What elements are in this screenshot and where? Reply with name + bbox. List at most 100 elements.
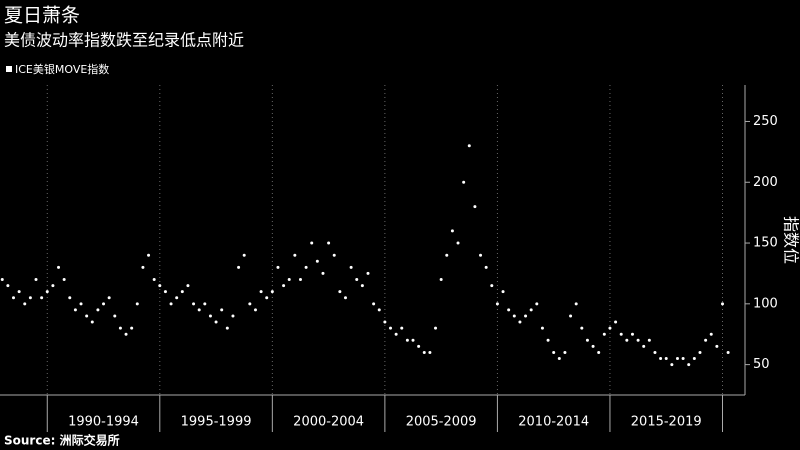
data-point [85, 314, 89, 318]
data-point [546, 338, 550, 342]
data-point [642, 344, 646, 348]
data-point [602, 332, 606, 336]
data-point [377, 308, 381, 312]
x-band-label: 1995-1999 [181, 415, 252, 430]
data-point [96, 308, 100, 312]
data-point [107, 296, 111, 300]
data-point [473, 205, 477, 209]
data-point [124, 332, 128, 336]
data-point [355, 278, 359, 282]
data-point [704, 338, 708, 342]
data-point [231, 314, 235, 318]
data-point [462, 180, 466, 184]
data-point [681, 357, 685, 361]
data-point [389, 326, 393, 330]
data-point [434, 326, 438, 330]
data-point [163, 290, 167, 294]
data-point [670, 363, 674, 367]
x-band-label: 1990-1994 [68, 415, 139, 430]
x-band-label: 2015-2019 [631, 415, 702, 430]
data-point [253, 308, 257, 312]
data-point [495, 302, 499, 306]
data-point [349, 265, 353, 269]
data-point [304, 265, 308, 269]
data-point [535, 302, 539, 306]
data-point [659, 357, 663, 361]
y-tick-label: 100 [753, 296, 778, 311]
data-point [242, 253, 246, 257]
data-point [180, 290, 184, 294]
data-point [569, 314, 573, 318]
data-point [62, 278, 66, 282]
data-point [653, 350, 657, 354]
data-point [439, 278, 443, 282]
data-point [343, 296, 347, 300]
data-point [34, 278, 38, 282]
data-point [490, 284, 494, 288]
data-point [597, 350, 601, 354]
data-point [456, 241, 460, 245]
y-tick-label: 150 [753, 236, 778, 251]
data-point [118, 326, 122, 330]
data-point [338, 290, 342, 294]
legend-label: ICE美银MOVE指数 [15, 62, 109, 76]
data-point [192, 302, 196, 306]
data-point [647, 338, 651, 342]
data-point [293, 253, 297, 257]
data-point [715, 344, 719, 348]
data-point [237, 265, 241, 269]
data-point [6, 284, 10, 288]
y-tick-label: 200 [753, 175, 778, 190]
data-point [479, 253, 483, 257]
data-point [417, 344, 421, 348]
data-point [675, 357, 679, 361]
data-point [445, 253, 449, 257]
data-point [68, 296, 72, 300]
data-point [636, 338, 640, 342]
data-point [259, 290, 263, 294]
data-point [17, 290, 21, 294]
data-point [580, 326, 584, 330]
data-point [507, 308, 511, 312]
data-point [619, 332, 623, 336]
data-point [332, 253, 336, 257]
data-point [220, 308, 224, 312]
data-point [591, 344, 595, 348]
data-point [147, 253, 151, 257]
data-point [321, 271, 325, 275]
y-tick-label: 50 [753, 357, 770, 372]
data-point [709, 332, 713, 336]
data-point [197, 308, 201, 312]
data-point [585, 338, 589, 342]
data-point [225, 326, 229, 330]
data-point [90, 320, 94, 324]
data-point [214, 320, 218, 324]
data-point [0, 278, 4, 282]
y-axis-label: 指数位 [782, 216, 800, 264]
data-point [524, 314, 528, 318]
data-point [282, 284, 286, 288]
chart-subtitle: 美债波动率指数跌至纪录低点附近 [4, 31, 244, 50]
data-point [383, 320, 387, 324]
data-point [102, 302, 106, 306]
data-point [12, 296, 16, 300]
data-point [265, 296, 269, 300]
data-point [529, 308, 533, 312]
data-point [186, 284, 190, 288]
data-point [518, 320, 522, 324]
data-point [135, 302, 139, 306]
data-point [422, 350, 426, 354]
data-point [411, 338, 415, 342]
data-point [484, 265, 488, 269]
data-point [315, 259, 319, 263]
data-point [248, 302, 252, 306]
data-point [664, 357, 668, 361]
data-point [287, 278, 291, 282]
data-point [501, 290, 505, 294]
data-point [428, 350, 432, 354]
legend-swatch [6, 66, 12, 72]
data-point [557, 357, 561, 361]
data-point [113, 314, 117, 318]
data-point [625, 338, 629, 342]
data-point [152, 278, 156, 282]
